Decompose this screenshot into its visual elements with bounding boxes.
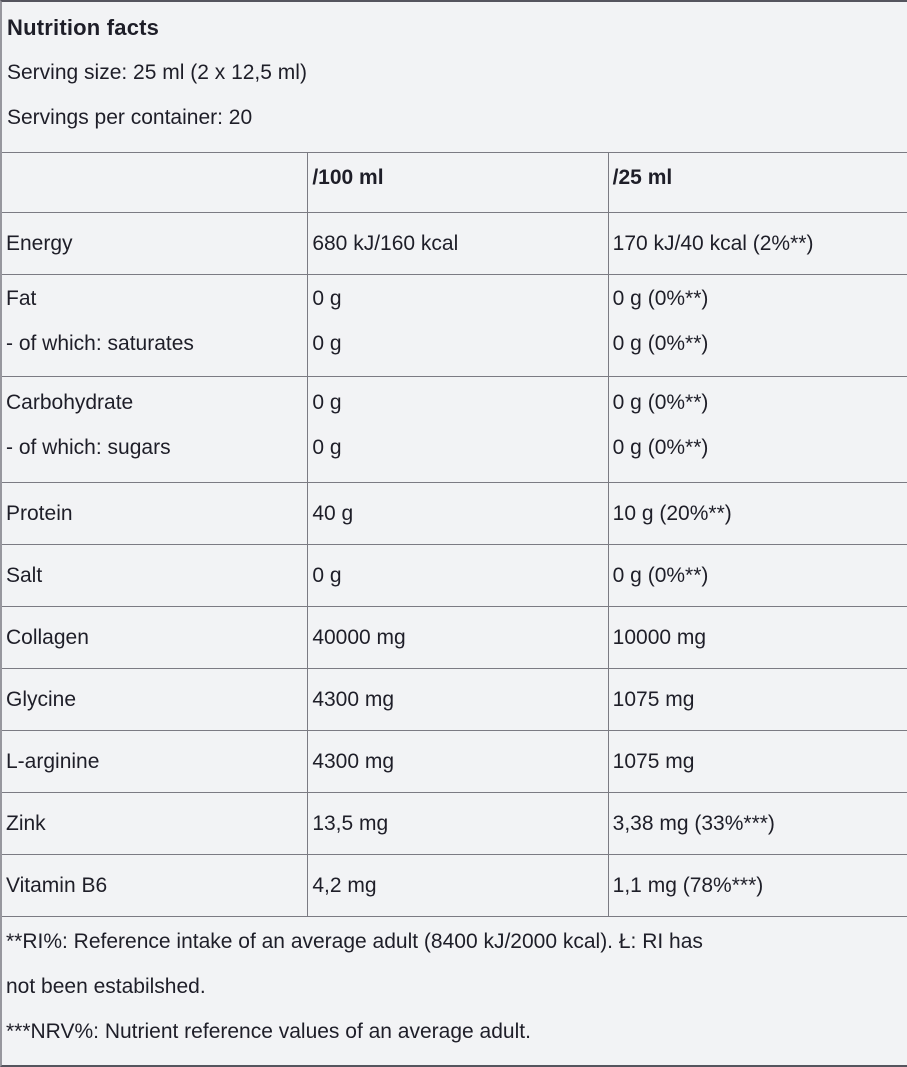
cell-per-100ml: 680 kJ/160 kcal [307, 213, 607, 274]
cell-nutrient: Collagen [6, 626, 89, 649]
table-row-glycine: Glycine 4300 mg 1075 mg [2, 668, 907, 730]
table-row-collagen: Collagen 40000 mg 10000 mg [2, 606, 907, 668]
serving-size-text: Serving size: 25 ml (2 x 12,5 ml) [7, 61, 307, 84]
table-row-salt: Salt 0 g 0 g (0%**) [2, 544, 907, 606]
cell-nutrient: Energy [6, 232, 73, 255]
cell-per-25ml: 1,1 mg (78%***) [607, 855, 907, 916]
cell-nutrient: Glycine [6, 688, 77, 711]
cell-per-100ml: 4300 mg [307, 669, 607, 730]
cell-per-25ml: 1075 mg [607, 669, 907, 730]
cell-per-100ml: 13,5 mg [307, 793, 607, 854]
table-header-row: /100 ml /25 ml [2, 152, 907, 212]
cell-per-100ml: 0 g 0 g [307, 377, 607, 482]
cell-per-100ml: 0 g [307, 545, 607, 606]
cell-nutrient: Fat - of which: saturates [6, 286, 194, 355]
cell-per-100ml: 40000 mg [307, 607, 607, 668]
intro-block: Nutrition facts Serving size: 25 ml (2 x… [2, 2, 907, 152]
header-cell-per-100ml: /100 ml [307, 153, 607, 212]
table-row-zink: Zink 13,5 mg 3,38 mg (33%***) [2, 792, 907, 854]
table-row-vitamin-b6: Vitamin B6 4,2 mg 1,1 mg (78%***) [2, 854, 907, 916]
nutrition-table: /100 ml /25 ml Energy 680 kJ/160 kcal 17… [2, 152, 907, 916]
cell-nutrient: L-arginine [6, 750, 100, 773]
table-row-protein: Protein 40 g 10 g (20%**) [2, 482, 907, 544]
table-row-l-arginine: L-arginine 4300 mg 1075 mg [2, 730, 907, 792]
page-title: Nutrition facts [7, 15, 160, 40]
cell-per-100ml: 4300 mg [307, 731, 607, 792]
cell-per-25ml: 170 kJ/40 kcal (2%**) [607, 213, 907, 274]
cell-nutrient: Salt [6, 564, 43, 587]
cell-per-25ml: 10000 mg [607, 607, 907, 668]
table-row-fat: Fat - of which: saturates 0 g 0 g 0 g (0… [2, 274, 907, 376]
cell-nutrient: Zink [6, 812, 46, 835]
footnote-nrv: ***NRV%: Nutrient reference values of an… [6, 1020, 531, 1043]
header-cell-per-25ml: /25 ml [607, 153, 907, 212]
cell-per-25ml: 0 g (0%**) [607, 545, 907, 606]
cell-nutrient: Carbohydrate - of which: sugars [6, 390, 171, 459]
footnote-ri-line2: not been estabilshed. [6, 975, 206, 998]
cell-per-100ml: 0 g 0 g [307, 275, 607, 376]
cell-per-100ml: 4,2 mg [307, 855, 607, 916]
cell-per-25ml: 0 g (0%**) 0 g (0%**) [607, 377, 907, 482]
table-row-carbohydrate: Carbohydrate - of which: sugars 0 g 0 g … [2, 376, 907, 482]
cell-per-25ml: 1075 mg [607, 731, 907, 792]
cell-per-25ml: 10 g (20%**) [607, 483, 907, 544]
cell-per-100ml: 40 g [307, 483, 607, 544]
cell-nutrient: Vitamin B6 [6, 874, 108, 897]
cell-per-25ml: 0 g (0%**) 0 g (0%**) [607, 275, 907, 376]
cell-nutrient: Protein [6, 502, 73, 525]
servings-per-container-text: Servings per container: 20 [7, 106, 253, 129]
footnote-ri-line1: **RI%: Reference intake of an average ad… [6, 930, 703, 953]
cell-per-25ml: 3,38 mg (33%***) [607, 793, 907, 854]
header-cell-nutrient [2, 153, 307, 212]
footnotes-block: **RI%: Reference intake of an average ad… [2, 916, 907, 1065]
table-row-energy: Energy 680 kJ/160 kcal 170 kJ/40 kcal (2… [2, 212, 907, 274]
